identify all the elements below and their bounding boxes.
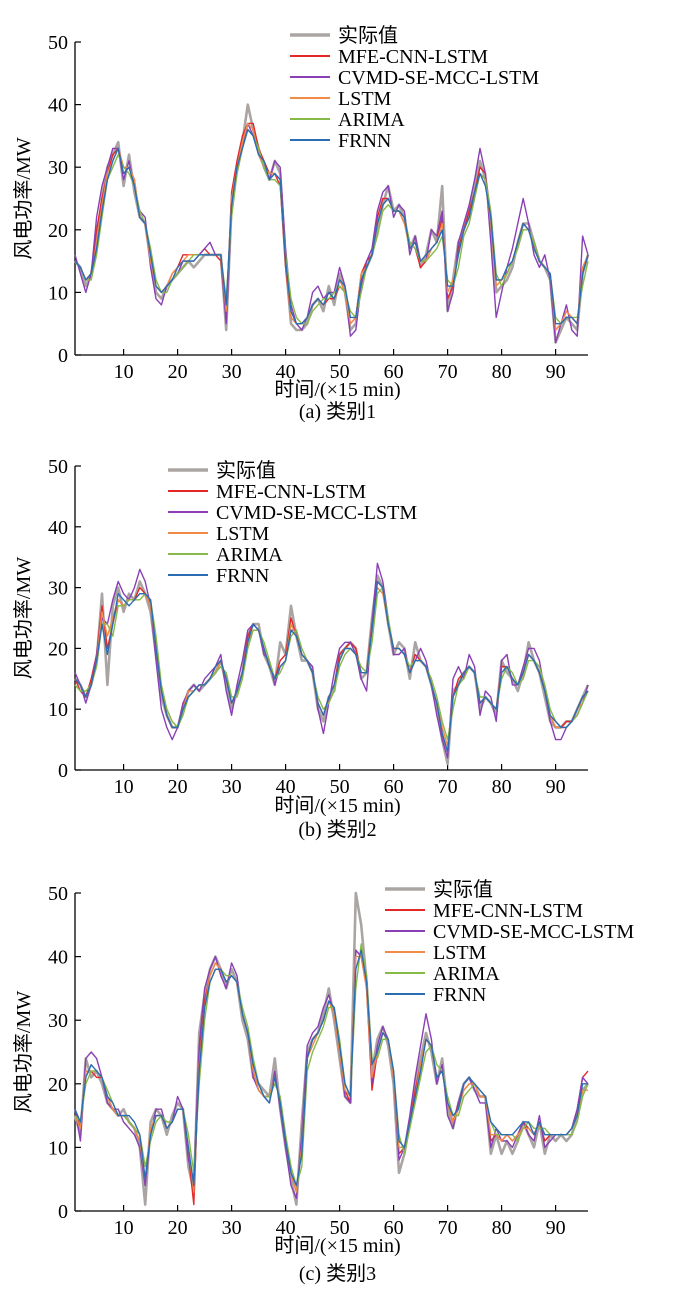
x-tick-label: 10 xyxy=(114,361,134,383)
series-line-frnn xyxy=(74,949,588,1187)
x-tick-label: 80 xyxy=(492,1217,512,1239)
legend-label: CVMD-SE-MCC-LSTM xyxy=(433,921,634,943)
y-tick-label: 20 xyxy=(48,1074,68,1096)
x-tick-label: 80 xyxy=(492,361,512,383)
x-tick-label: 60 xyxy=(384,776,404,798)
x-tick-label: 50 xyxy=(330,776,350,798)
x-tick-label: 40 xyxy=(276,776,296,798)
series-line-frnn xyxy=(74,128,589,325)
series-line-lstm xyxy=(74,955,588,1193)
x-axis-label: 时间/(×15 min) xyxy=(274,378,400,401)
legend-label: LSTM xyxy=(433,942,487,964)
series-line-mfe-cnn-lstm xyxy=(74,949,589,1206)
series-line-cvmd-se-mcc-lstm xyxy=(74,562,589,759)
x-tick-label: 70 xyxy=(438,1217,458,1239)
y-tick-label: 40 xyxy=(48,95,68,117)
y-tick-label: 30 xyxy=(48,1010,68,1032)
y-axis-label: 风电功率/MW xyxy=(12,557,35,679)
y-tick-label: 20 xyxy=(48,638,68,660)
legend-label: ARIMA xyxy=(433,963,500,985)
y-tick-label: 30 xyxy=(48,157,68,179)
y-tick-label: 0 xyxy=(58,345,68,367)
x-tick-label: 60 xyxy=(384,361,404,383)
y-tick-label: 50 xyxy=(48,883,68,905)
x-tick-label: 30 xyxy=(222,776,242,798)
x-tick-label: 10 xyxy=(114,1217,134,1239)
x-tick-label: 80 xyxy=(492,776,512,798)
panel-caption: (c) 类别3 xyxy=(299,1262,376,1285)
x-tick-label: 20 xyxy=(168,1217,188,1239)
y-tick-label: 30 xyxy=(48,578,68,600)
legend-label: CVMD-SE-MCC-LSTM xyxy=(216,502,417,524)
series-line-cvmd-se-mcc-lstm xyxy=(74,949,589,1200)
x-tick-label: 40 xyxy=(276,361,296,383)
series-line-arima xyxy=(74,586,589,741)
y-tick-label: 40 xyxy=(48,517,68,539)
y-tick-label: 40 xyxy=(48,947,68,969)
y-tick-label: 0 xyxy=(58,1201,68,1223)
x-tick-label: 10 xyxy=(114,776,134,798)
legend-label: FRNN xyxy=(216,565,269,587)
legend-label: ARIMA xyxy=(338,109,405,131)
x-tick-label: 60 xyxy=(384,1217,404,1239)
y-axis-label: 风电功率/MW xyxy=(12,137,35,259)
panel-caption: (b) 类别2 xyxy=(298,818,376,841)
x-tick-label: 90 xyxy=(546,361,566,383)
series-line-mfe-cnn-lstm xyxy=(74,122,589,331)
x-tick-label: 40 xyxy=(276,1217,296,1239)
series-line-实际值 xyxy=(74,574,590,766)
x-tick-label: 20 xyxy=(168,776,188,798)
x-tick-label: 50 xyxy=(330,361,350,383)
legend-label: FRNN xyxy=(433,984,486,1006)
y-tick-label: 10 xyxy=(48,699,68,721)
x-axis-label: 时间/(×15 min) xyxy=(274,794,400,817)
chart-panel-1: 0 10 20 30 40 50 10 20 30 40 50 60 70 80 90 风电功率/MW 时间/(… xyxy=(12,24,590,423)
y-tick-label: 20 xyxy=(48,220,68,242)
legend-label: MFE-CNN-LSTM xyxy=(433,900,583,922)
panel-caption: (a) 类别1 xyxy=(299,400,376,423)
y-tick-label: 10 xyxy=(48,282,68,304)
legend-label: 实际值 xyxy=(216,459,276,482)
x-tick-label: 90 xyxy=(546,1217,566,1239)
legend-label: MFE-CNN-LSTM xyxy=(338,46,488,68)
x-tick-label: 30 xyxy=(222,361,242,383)
y-tick-label: 50 xyxy=(48,32,68,54)
x-tick-label: 30 xyxy=(222,1217,242,1239)
legend-label: FRNN xyxy=(338,130,391,152)
y-tick-label: 0 xyxy=(58,760,68,782)
x-tick-label: 20 xyxy=(168,361,188,383)
legend-label: 实际值 xyxy=(338,24,398,47)
x-tick-label: 70 xyxy=(438,361,458,383)
chart-panel-2: 0 10 20 30 40 50 10 20 30 40 50 60 70 80 90 风电功率/MW 时间/(… xyxy=(12,456,590,841)
series-line-cvmd-se-mcc-lstm xyxy=(74,122,589,344)
y-tick-label: 50 xyxy=(48,456,68,478)
series-line-实际值 xyxy=(74,103,590,344)
chart-panel-3: 0 10 20 30 40 50 10 20 30 40 50 60 70 80 90 风电功率/MW 时间/(… xyxy=(12,878,634,1285)
x-axis-label: 时间/(×15 min) xyxy=(274,1234,400,1257)
legend-label: 实际值 xyxy=(433,878,493,901)
legend-label: MFE-CNN-LSTM xyxy=(216,481,366,503)
x-tick-label: 50 xyxy=(330,1217,350,1239)
legend-label: LSTM xyxy=(338,88,392,110)
legend-label: CVMD-SE-MCC-LSTM xyxy=(338,67,539,89)
x-tick-label: 70 xyxy=(438,776,458,798)
series-line-frnn xyxy=(74,580,589,753)
y-axis-label: 风电功率/MW xyxy=(12,991,35,1113)
x-tick-label: 90 xyxy=(546,776,566,798)
legend-label: ARIMA xyxy=(216,544,283,566)
y-tick-label: 10 xyxy=(48,1137,68,1159)
legend-label: LSTM xyxy=(216,523,270,545)
